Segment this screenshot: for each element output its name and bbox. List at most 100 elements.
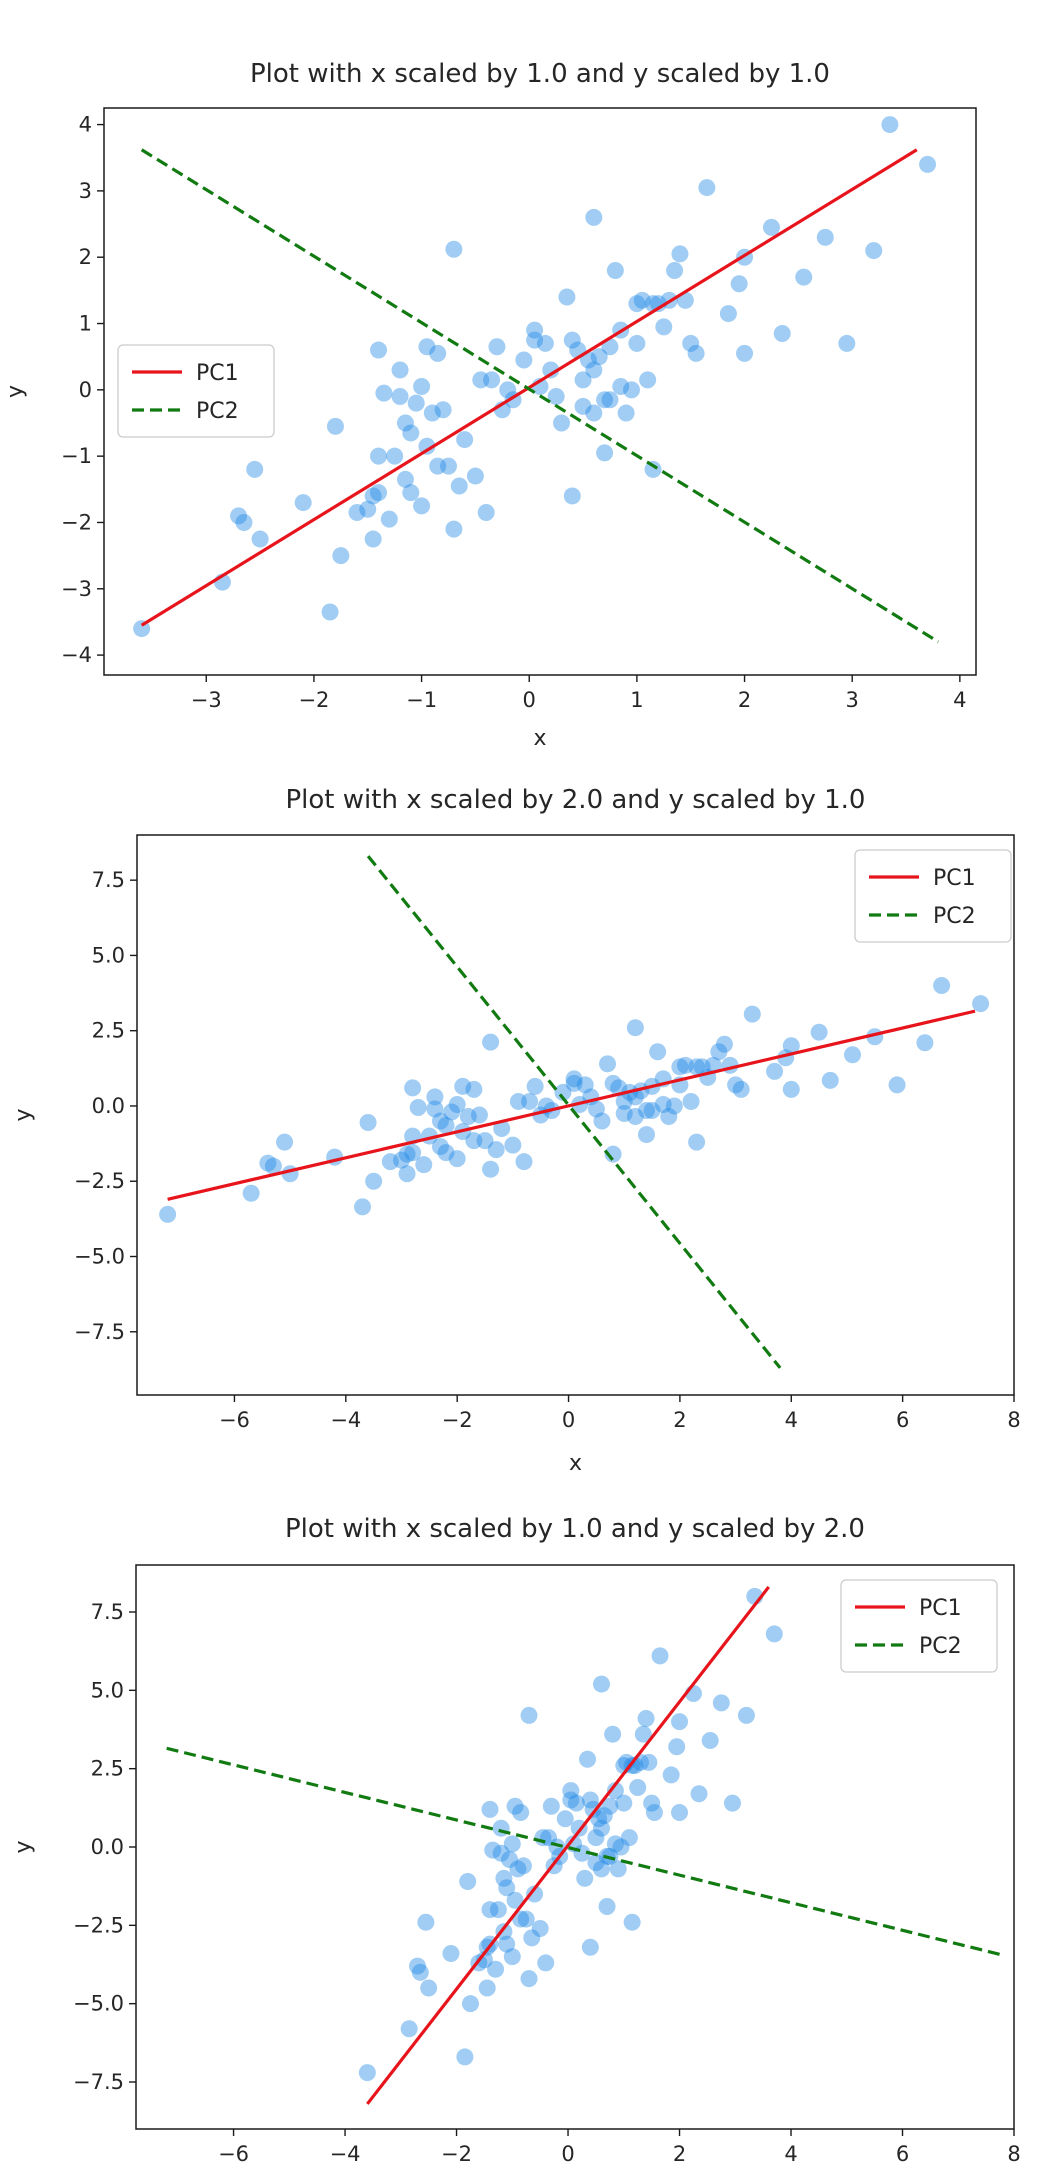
chart3-point: [512, 1804, 530, 1822]
chart1-ytick-label: 2: [79, 245, 92, 269]
chart1-title: Plot with x scaled by 1.0 and y scaled b…: [250, 59, 830, 89]
chart2-point: [381, 1153, 399, 1171]
chart2-point: [671, 1058, 689, 1076]
chart3-point: [498, 1879, 516, 1897]
chart2-point: [972, 995, 990, 1013]
chart3-xtick-label: 4: [784, 2142, 797, 2166]
chart1-point: [881, 116, 899, 134]
chart2-point: [365, 1172, 383, 1190]
chart2-point: [431, 1112, 449, 1130]
chart2-point: [526, 1077, 544, 1095]
chart2-point: [599, 1055, 617, 1073]
chart2-point: [476, 1132, 494, 1150]
chart3-point: [492, 1819, 510, 1837]
chart1-legend-label-pc1: PC1: [196, 361, 239, 386]
chart3-ytick-label: −2.5: [73, 1913, 124, 1937]
chart1-ytick-label: 3: [79, 179, 92, 203]
chart1-point: [434, 401, 452, 419]
chart3-x-axis-label: x: [568, 2176, 581, 2183]
chart3-pc1-line: [366, 1585, 770, 2105]
chart3-point: [640, 1753, 658, 1771]
chart1-point: [612, 378, 630, 396]
chart1-point: [235, 513, 253, 531]
chart3-point: [520, 1970, 538, 1988]
chart3-ytick-label: 7.5: [91, 1600, 124, 1624]
chart2-xtick-label: 8: [1007, 1408, 1020, 1432]
chart1-point: [563, 487, 581, 505]
chart3-point: [590, 1810, 608, 1828]
chart2-point: [404, 1144, 422, 1162]
chart1-point: [429, 457, 447, 475]
chart2-point: [443, 1103, 461, 1121]
chart3-point: [626, 1757, 644, 1775]
chart3-point: [671, 1713, 689, 1731]
chart3-point: [542, 1797, 560, 1815]
chart2-point: [821, 1071, 839, 1089]
chart3-point: [592, 1819, 610, 1837]
chart-2: Plot with x scaled by 2.0 and y scaled b…: [11, 785, 1021, 1476]
chart1-legend: PC1 PC2: [117, 344, 275, 438]
chart3-point: [498, 1935, 516, 1953]
chart2-point: [354, 1198, 372, 1216]
chart1-xtick-label: 0: [523, 688, 536, 712]
chart1-ytick-label: −2: [61, 510, 92, 534]
chart1-point: [795, 268, 813, 286]
chart2-point: [693, 1058, 711, 1076]
chart2-point: [482, 1033, 500, 1051]
chart3-point: [489, 1901, 507, 1919]
chart2-point: [637, 1101, 655, 1119]
chart1-point: [423, 404, 441, 422]
chart3-point: [579, 1750, 597, 1768]
chart1-point: [773, 324, 791, 342]
chart1-point: [370, 484, 388, 502]
chart1-point: [687, 344, 705, 362]
chart3-point: [358, 2064, 376, 2082]
chart1-point: [628, 334, 646, 352]
chart1-point: [574, 397, 592, 415]
chart2-point: [448, 1095, 466, 1113]
chart3-point: [556, 1810, 574, 1828]
chart2-point: [626, 1108, 644, 1126]
chart1-point: [633, 291, 651, 309]
chart2-point: [660, 1108, 678, 1126]
chart1-point: [816, 228, 834, 246]
chart1-point: [617, 404, 635, 422]
chart1-point: [294, 494, 312, 512]
chart3-point: [503, 1948, 521, 1966]
chart1-point: [558, 288, 576, 306]
chart1-point: [364, 530, 382, 548]
chart1-point: [526, 321, 544, 339]
chart2-point: [665, 1097, 683, 1115]
chart2-xtick-label: 4: [785, 1408, 798, 1432]
chart3-point: [581, 1938, 599, 1956]
chart2-point: [515, 1153, 533, 1171]
chart3-point: [417, 1913, 435, 1931]
chart1-point: [396, 414, 414, 432]
chart3-point: [400, 2020, 418, 2038]
chart2-point: [398, 1165, 416, 1183]
chart2-point: [682, 1092, 700, 1110]
chart3-point: [620, 1829, 638, 1847]
chart2-point: [604, 1074, 622, 1092]
chart3-point: [509, 1860, 527, 1878]
chart1-point: [402, 484, 420, 502]
chart1-point: [515, 351, 533, 369]
chart3-point: [587, 1854, 605, 1872]
chart3-ytick-label: 0.0: [91, 1835, 124, 1859]
chart2-point: [465, 1132, 483, 1150]
chart1-point: [547, 387, 565, 405]
chart3-point: [634, 1725, 652, 1743]
chart3-xtick-label: 8: [1007, 2142, 1020, 2166]
chart2-point: [426, 1088, 444, 1106]
chart1-xtick-label: 2: [738, 688, 751, 712]
chart2-y-axis-label: y: [11, 1108, 36, 1121]
chart2-point: [727, 1076, 745, 1094]
chart2-point: [487, 1141, 505, 1159]
chart3-xtick-label: −2: [441, 2142, 472, 2166]
chart2-point: [470, 1106, 488, 1124]
chart1-xtick-label: −3: [191, 688, 222, 712]
chart3-point: [409, 1957, 427, 1975]
chart1-point: [644, 460, 662, 478]
chart1-point: [370, 447, 388, 465]
